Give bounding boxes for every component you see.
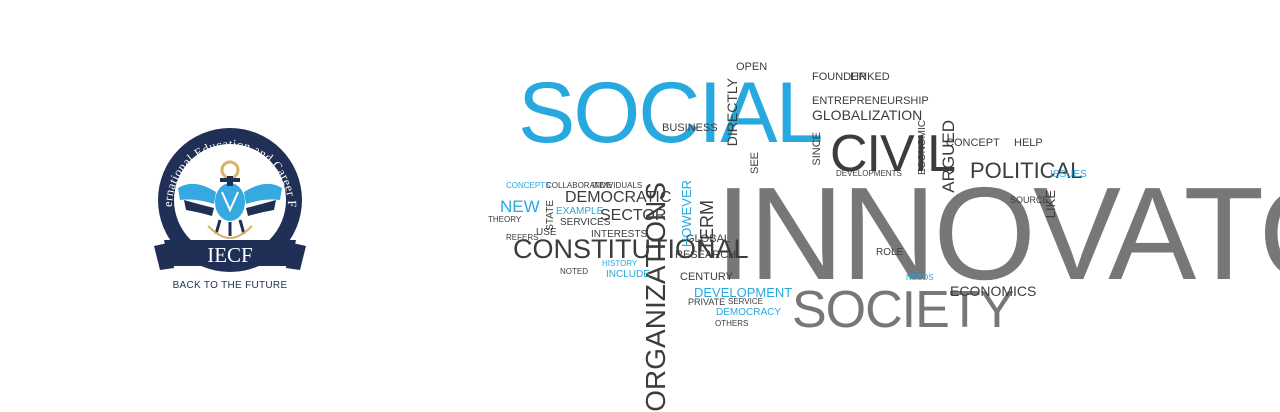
word-economics: ECONOMICS [950, 283, 1037, 299]
scarab-emblem-icon [178, 160, 282, 240]
word-open: OPEN [736, 61, 768, 73]
word-new: NEW [500, 197, 540, 216]
word-founder: FOUNDER [812, 71, 867, 83]
word-issues: ISSUES [1050, 169, 1087, 180]
word-role: ROLE [876, 247, 904, 258]
word-collaborative: COLLABORATIVE [546, 181, 613, 190]
word-political: POLITICAL [970, 158, 1083, 183]
word-society: SOCIETY [792, 281, 1014, 339]
word-include: INCLUDE [606, 269, 650, 280]
word-services: SERVICES [560, 217, 611, 228]
word-refers: REFERS [506, 233, 539, 242]
word-business: BUSINESS [662, 122, 718, 134]
word-use: USE [536, 227, 557, 238]
word-innovator: INNOVATOR [715, 160, 1280, 307]
word-directly: DIRECTLY [724, 78, 740, 147]
word-theory: THEORY [488, 215, 522, 224]
word-source: SOURCE [1010, 195, 1049, 205]
word-democratic: DEMOCRATIC [565, 189, 672, 206]
word-research: RESEARCH [675, 249, 737, 261]
word-example: EXAMPLE [556, 206, 604, 217]
word-social: SOCIAL [518, 65, 823, 161]
logo-name: IECF [207, 243, 253, 267]
word-global: GLOBAL [686, 233, 731, 245]
word-cloud: SOCIAL INNOVATOR SOCIETY CIVIL CONSTITUT… [470, 50, 1280, 412]
word-century: CENTURY [680, 271, 733, 283]
word-civil: CIVIL [830, 125, 956, 183]
word-service: SERVICE [728, 297, 763, 306]
word-globalization: GLOBALIZATION [812, 107, 923, 123]
word-concepts: CONCEPTS [506, 181, 551, 190]
word-help: HELP [1014, 137, 1043, 149]
word-argued: ARGUED [939, 120, 958, 193]
word-sector: SECTOR [600, 207, 667, 224]
word-concept: CONCEPT [946, 137, 1000, 149]
word-interests: INTERESTS [591, 229, 648, 240]
word-economic: ECONOMIC [917, 120, 928, 175]
word-constitutional: CONSTITUTIONAL [513, 234, 749, 264]
word-history: HISTORY [602, 259, 638, 268]
word-see: SEE [749, 152, 761, 175]
word-since: SINCE [811, 132, 823, 166]
word-private: PRIVATE [688, 297, 726, 307]
word-development: DEVELOPMENT [694, 285, 793, 300]
word-developments: DEVELOPMENTS [836, 169, 902, 178]
logo-tagline: BACK TO THE FUTURE [173, 280, 288, 291]
iecf-logo: International Education and Career Fair … [147, 107, 310, 298]
word-linked: LINKED [850, 71, 890, 83]
word-noted: NOTED [560, 267, 588, 276]
word-needs: NEEDS [906, 273, 934, 282]
word-entrepreneurship: ENTREPRENEURSHIP [812, 95, 929, 107]
word-democracy: DEMOCRACY [716, 307, 782, 318]
word-individuals: INDIVIDUALS [592, 181, 643, 190]
word-others: OTHERS [715, 319, 749, 328]
